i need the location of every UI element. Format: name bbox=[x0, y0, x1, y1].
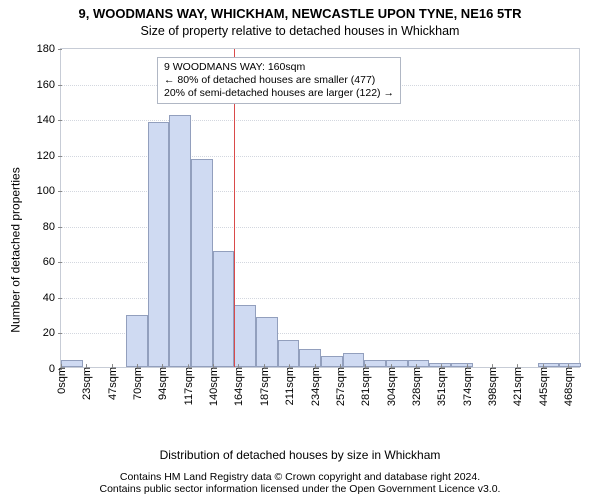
histogram-bar bbox=[126, 315, 148, 367]
x-tick-label: 94sqm bbox=[155, 367, 169, 400]
x-tick-label: 47sqm bbox=[105, 367, 119, 400]
gridline-h bbox=[61, 120, 579, 121]
annotation-line-3: 20% of semi-detached houses are larger (… bbox=[164, 87, 394, 100]
chart-container: 9, WOODMANS WAY, WHICKHAM, NEWCASTLE UPO… bbox=[0, 0, 600, 500]
x-tick-label: 421sqm bbox=[510, 367, 524, 406]
y-tick-label: 100 bbox=[37, 185, 61, 197]
x-axis-label: Distribution of detached houses by size … bbox=[0, 448, 600, 462]
y-tick-label: 80 bbox=[43, 221, 61, 233]
y-tick-label: 140 bbox=[37, 114, 61, 126]
x-tick-label: 164sqm bbox=[231, 367, 245, 406]
histogram-bar bbox=[169, 115, 191, 367]
x-tick-label: 445sqm bbox=[536, 367, 550, 406]
x-tick-label: 0sqm bbox=[54, 367, 68, 394]
histogram-bar bbox=[148, 122, 170, 367]
x-tick-label: 23sqm bbox=[79, 367, 93, 400]
footer-line-1: Contains HM Land Registry data © Crown c… bbox=[0, 471, 600, 484]
plot-area: 0204060801001201401601800sqm23sqm47sqm70… bbox=[60, 48, 580, 368]
footer-line-2: Contains public sector information licen… bbox=[0, 483, 600, 496]
x-tick-label: 374sqm bbox=[460, 367, 474, 406]
histogram-bar bbox=[343, 353, 365, 367]
gridline-h bbox=[61, 298, 579, 299]
x-tick-label: 351sqm bbox=[434, 367, 448, 406]
histogram-bar bbox=[278, 340, 300, 367]
annotation-box: 9 WOODMANS WAY: 160sqm← 80% of detached … bbox=[157, 57, 401, 104]
annotation-line-2: ← 80% of detached houses are smaller (47… bbox=[164, 74, 394, 87]
x-tick-label: 281sqm bbox=[358, 367, 372, 406]
footer: Contains HM Land Registry data © Crown c… bbox=[0, 471, 600, 496]
chart-title: 9, WOODMANS WAY, WHICKHAM, NEWCASTLE UPO… bbox=[0, 6, 600, 21]
histogram-bar bbox=[61, 360, 83, 367]
histogram-bar bbox=[256, 317, 278, 367]
y-axis-label-text: Number of detached properties bbox=[9, 167, 23, 332]
gridline-h bbox=[61, 156, 579, 157]
histogram-bar bbox=[191, 159, 213, 367]
y-tick-label: 120 bbox=[37, 150, 61, 162]
x-tick-label: 70sqm bbox=[130, 367, 144, 400]
y-tick-label: 160 bbox=[37, 79, 61, 91]
x-tick-label: 234sqm bbox=[308, 367, 322, 406]
x-tick-label: 257sqm bbox=[333, 367, 347, 406]
x-tick-label: 328sqm bbox=[409, 367, 423, 406]
histogram-bar bbox=[213, 251, 235, 367]
x-tick-label: 187sqm bbox=[257, 367, 271, 406]
chart-subtitle: Size of property relative to detached ho… bbox=[0, 24, 600, 38]
x-tick-label: 304sqm bbox=[384, 367, 398, 406]
histogram-bar bbox=[234, 305, 256, 367]
x-tick-label: 468sqm bbox=[561, 367, 575, 406]
gridline-h bbox=[61, 227, 579, 228]
histogram-bar bbox=[408, 360, 430, 367]
gridline-h bbox=[61, 191, 579, 192]
histogram-bar bbox=[364, 360, 386, 367]
x-tick-label: 211sqm bbox=[282, 367, 296, 405]
x-tick-label: 117sqm bbox=[181, 367, 195, 405]
y-axis-label: Number of detached properties bbox=[6, 0, 26, 500]
y-tick-label: 20 bbox=[43, 327, 61, 339]
y-tick-label: 60 bbox=[43, 256, 61, 268]
y-tick-label: 180 bbox=[37, 43, 61, 55]
gridline-h bbox=[61, 262, 579, 263]
histogram-bar bbox=[299, 349, 321, 367]
y-tick-label: 40 bbox=[43, 292, 61, 304]
histogram-bar bbox=[386, 360, 408, 367]
x-tick-label: 140sqm bbox=[206, 367, 220, 406]
annotation-line-1: 9 WOODMANS WAY: 160sqm bbox=[164, 61, 394, 74]
x-tick-label: 398sqm bbox=[485, 367, 499, 406]
